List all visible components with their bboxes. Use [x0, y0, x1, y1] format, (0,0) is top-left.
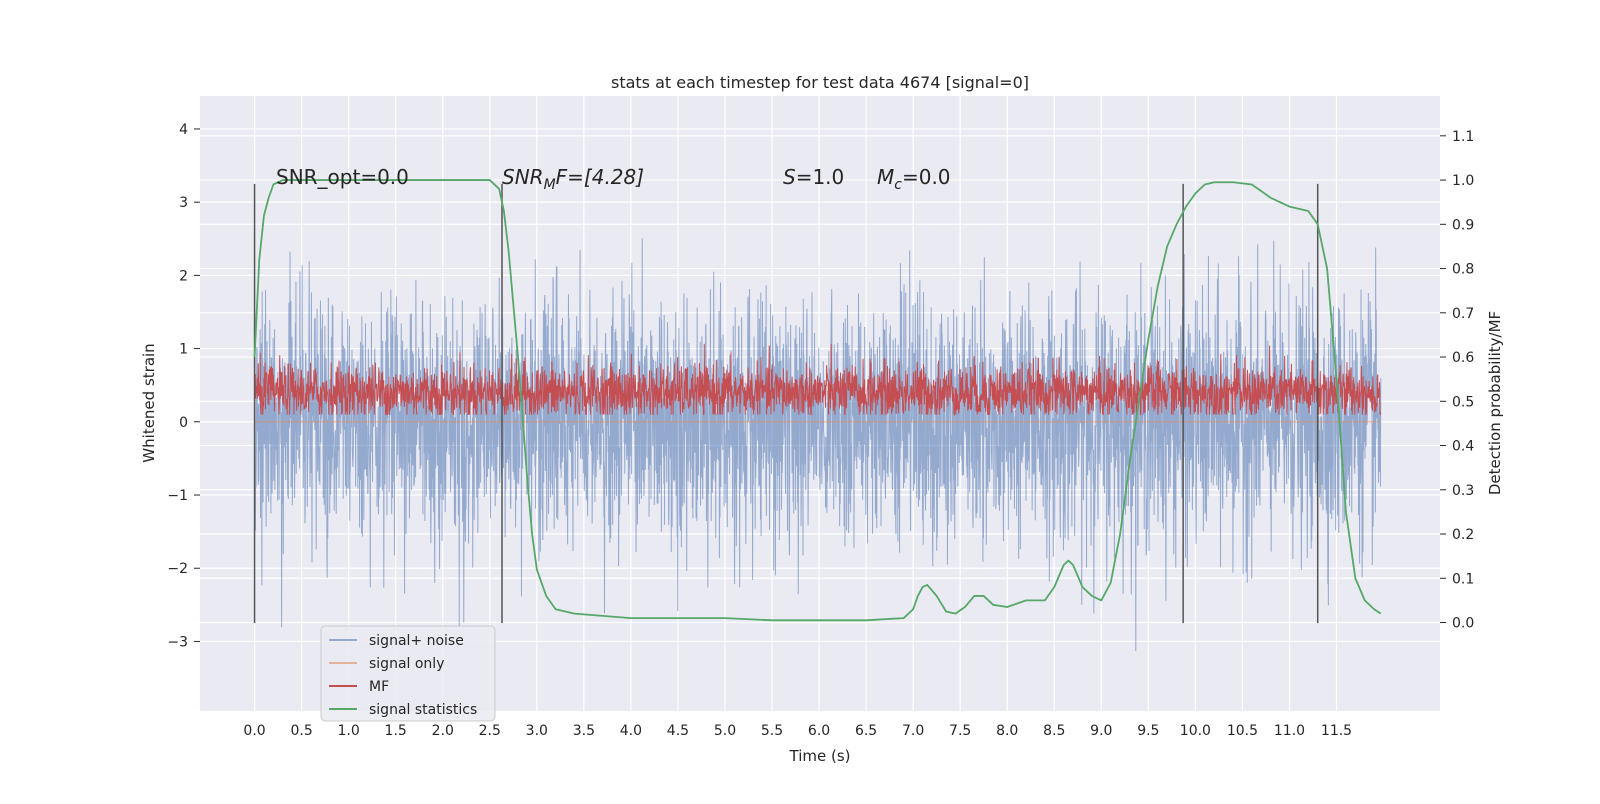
- y-right-tick-label: 0.4: [1452, 439, 1474, 455]
- y-right-tick-label: 0.8: [1452, 262, 1474, 278]
- x-tick-label: 3.5: [573, 723, 595, 739]
- legend-label-signal-noise: signal+ noise: [369, 633, 464, 649]
- mf-series: [254, 343, 1382, 417]
- annotation-mc: Mc=0.0: [877, 165, 951, 193]
- x-tick-label: 5.0: [714, 723, 736, 739]
- x-tick-label: 0.0: [243, 723, 265, 739]
- y-right-tick-label: 0.9: [1452, 217, 1474, 233]
- x-tick-label: 1.0: [338, 723, 360, 739]
- y-right-tick-label: 0.5: [1452, 394, 1474, 410]
- legend-label-mf: MF: [369, 679, 389, 695]
- signal-statistics-series: [253, 179, 1382, 622]
- annotation-s: S=1.0: [783, 165, 844, 189]
- x-tick-label: 2.5: [479, 723, 501, 739]
- annotation-mc-rest: =0.0: [902, 165, 951, 189]
- x-tick-label: 1.5: [385, 723, 407, 739]
- y-right-tick-label: 0.0: [1452, 616, 1474, 632]
- x-tick-label: 7.5: [949, 723, 971, 739]
- x-tick-label: 8.0: [996, 723, 1018, 739]
- x-tick-label: 6.5: [855, 723, 877, 739]
- annotation-mc-sub: c: [894, 177, 902, 193]
- x-tick-label: 11.5: [1321, 723, 1352, 739]
- legend-label-signal-statistics: signal statistics: [369, 702, 477, 718]
- y-left-tick-label: 0: [179, 415, 188, 431]
- annotation-snr-opt: SNR_opt=0.0: [276, 165, 409, 189]
- legend: signal+ noise signal only MF signal stat…: [320, 625, 496, 722]
- y-right-tick-label: 1.1: [1452, 129, 1474, 145]
- x-tick-label: 3.0: [526, 723, 548, 739]
- y-right-tick-label: 0.7: [1452, 306, 1474, 322]
- legend-box: [320, 625, 496, 722]
- y-right-axis-title: Detection probability/MF: [1486, 311, 1504, 495]
- y-left-tick-label: 2: [179, 268, 188, 284]
- y-left-axis-title: Whitened strain: [140, 343, 158, 462]
- x-axis-title: Time (s): [789, 747, 851, 765]
- x-tick-label: 4.5: [667, 723, 689, 739]
- y-left-tick-label: 3: [179, 195, 188, 211]
- annotation-s-var: S: [783, 165, 796, 189]
- y-left-tick-label: −2: [167, 561, 188, 577]
- x-tick-label: 5.5: [761, 723, 783, 739]
- y-right-tick-label: 0.3: [1452, 483, 1474, 499]
- vline-layer: [253, 183, 1319, 624]
- annotation-snr-mf-rest: F=[4.28]: [556, 165, 644, 189]
- annotation-snr-mf: SNRMF=[4.28]: [502, 165, 644, 193]
- y-left-tick-label: −1: [167, 488, 188, 504]
- x-tick-label: 4.0: [620, 723, 642, 739]
- x-tick-label: 2.0: [432, 723, 454, 739]
- annotation-snr-mf-sub: M: [544, 177, 556, 193]
- x-tick-label: 11.0: [1274, 723, 1305, 739]
- y-left-tick-label: 4: [179, 122, 188, 138]
- signal-statistics-line: [253, 179, 1382, 622]
- annotations: SNR_opt=0.0 SNRMF=[4.28] S=1.0 Mc=0.0: [276, 165, 951, 193]
- y-right-tick-label: 0.1: [1452, 571, 1474, 587]
- x-tick-label: 10.0: [1180, 723, 1211, 739]
- y-right-tick-label: 1.0: [1452, 173, 1474, 189]
- annotation-s-rest: =1.0: [796, 165, 845, 189]
- legend-label-signal-only: signal only: [369, 656, 444, 672]
- x-tick-label: 8.5: [1043, 723, 1065, 739]
- y-right-tick-label: 0.6: [1452, 350, 1474, 366]
- y-right-tick-label: 0.2: [1452, 527, 1474, 543]
- annotation-mc-var: M: [877, 165, 894, 189]
- y-left-tick-label: −3: [167, 634, 188, 650]
- y-left-tick-label: 1: [179, 342, 188, 358]
- x-tick-label: 10.5: [1227, 723, 1258, 739]
- x-tick-label: 9.5: [1137, 723, 1159, 739]
- annotation-snr-mf-var: SNR: [502, 165, 544, 189]
- x-tick-label: 9.0: [1090, 723, 1112, 739]
- x-tick-label: 6.0: [808, 723, 830, 739]
- x-tick-label: 7.0: [902, 723, 924, 739]
- x-tick-label: 0.5: [290, 723, 312, 739]
- chart-title: stats at each timestep for test data 467…: [611, 73, 1029, 92]
- mf-line: [254, 343, 1382, 417]
- axis-layer: 0.0 0.5 1.0 1.5 2.0 2.5 3.0 3.5 4.0 4.5 5.0 5.5 6.0 6…: [167, 122, 1474, 739]
